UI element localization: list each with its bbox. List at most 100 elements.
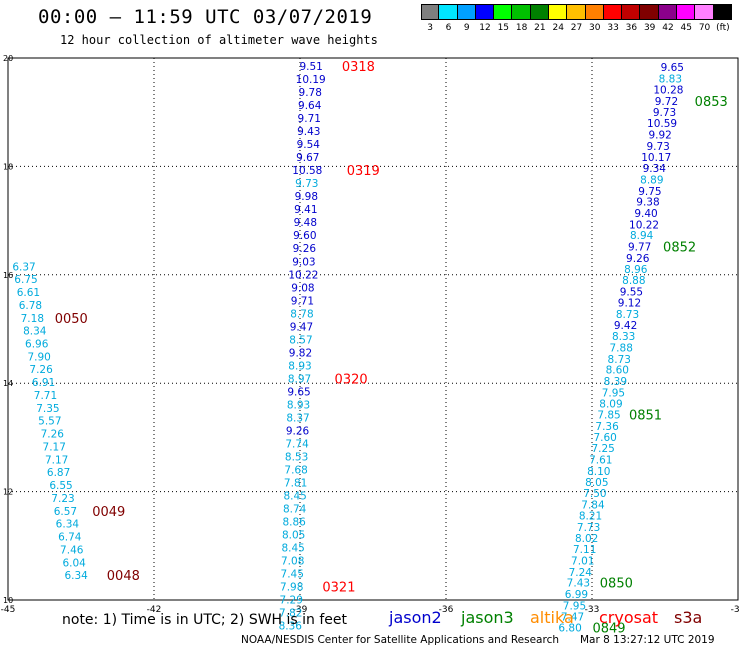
map-frame xyxy=(7,57,739,601)
colorbar-label: 27 xyxy=(570,23,583,33)
swh-value-label: 7.74 xyxy=(285,438,309,450)
swh-value-label: 6.04 xyxy=(62,558,86,570)
swh-value-label: 6.37 xyxy=(12,262,35,274)
swh-value-label: 6.96 xyxy=(25,339,49,351)
swh-value-label: 9.77 xyxy=(628,242,651,254)
swh-value-label: 7.95 xyxy=(602,387,625,399)
swh-value-label: 7.01 xyxy=(571,555,594,567)
colorbar-swatch xyxy=(421,4,440,20)
swh-value-label: 8.88 xyxy=(622,275,645,287)
colorbar-label: (ft) xyxy=(716,23,730,33)
colorbar-swatch xyxy=(622,4,641,20)
swh-value-label: 5.57 xyxy=(38,416,61,428)
swh-value-label: 7.68 xyxy=(284,464,307,476)
colorbar-swatch xyxy=(640,4,659,20)
swh-value-label: 9.64 xyxy=(298,100,322,112)
swh-value-label: 9.67 xyxy=(296,152,319,164)
colorbar-swatch xyxy=(603,4,623,20)
colorbar-label: 42 xyxy=(662,23,674,33)
swh-value-label: 6.34 xyxy=(56,519,80,531)
swh-value-label: 7.08 xyxy=(281,555,304,567)
footer-note: note: 1) Time is in UTC; 2) SWH is in fe… xyxy=(62,612,348,628)
lon-tick-label: -45 xyxy=(1,605,16,615)
pass-time-label: 0852 xyxy=(663,241,696,256)
swh-value-label: 8.02 xyxy=(575,533,598,545)
colorbar-swatch xyxy=(494,4,513,20)
swh-value-label: 10.59 xyxy=(647,118,677,130)
pass-time-label: 0319 xyxy=(347,164,380,179)
swh-value-label: 8.86 xyxy=(282,516,306,528)
swh-value-label: 8.94 xyxy=(630,230,654,242)
swh-value-label: 9.26 xyxy=(286,425,310,437)
pass-time-label: 0851 xyxy=(629,409,662,424)
colorbar-label: 30 xyxy=(589,23,601,33)
legend-jason2: jason2 xyxy=(389,608,442,627)
swh-value-label: 8.37 xyxy=(286,412,309,424)
swh-value-label: 7.71 xyxy=(34,390,57,402)
colorbar-swatch xyxy=(676,4,696,20)
colorbar-label: 45 xyxy=(680,23,692,33)
colorbar-label: 15 xyxy=(497,23,510,33)
swh-value-label: 9.47 xyxy=(290,321,313,333)
colorbar-label: 24 xyxy=(552,23,564,33)
swh-value-label: 7.90 xyxy=(27,352,50,364)
swh-value-label: 9.42 xyxy=(614,320,637,332)
swh-value-label: 8.60 xyxy=(606,365,629,377)
swh-value-label: 7.85 xyxy=(597,410,620,422)
swh-value-label: 10.22 xyxy=(629,219,659,231)
swh-value-label: 8.97 xyxy=(288,373,311,385)
colorbar-label: 9 xyxy=(463,23,470,33)
swh-value-label: 7.11 xyxy=(573,544,596,556)
colorbar-swatch xyxy=(512,4,531,20)
swh-value-label: 7.17 xyxy=(43,442,66,454)
swh-value-label: 7.24 xyxy=(569,567,593,579)
pass-time-label: 0050 xyxy=(55,312,88,327)
colorbar-swatch xyxy=(567,4,586,20)
generation-timestamp: Mar 8 13:27:12 UTC 2019 xyxy=(580,634,715,646)
swh-value-label: 6.80 xyxy=(558,623,581,635)
swh-value-label: 7.45 xyxy=(281,568,304,580)
swh-value-label: 7.81 xyxy=(284,477,307,489)
swh-value-label: 9.26 xyxy=(293,243,317,255)
pass-time-label: 0850 xyxy=(600,577,633,592)
pass-time-label: 0849 xyxy=(592,622,625,637)
swh-value-label: 9.73 xyxy=(653,107,676,119)
swh-value-label: 9.71 xyxy=(298,113,321,125)
swh-value-label: 9.54 xyxy=(297,139,321,151)
swh-value-label: 9.12 xyxy=(618,297,641,309)
wave-height-colorbar xyxy=(421,4,732,20)
swh-value-label: 8.21 xyxy=(579,510,602,522)
colorbar-label: 21 xyxy=(534,23,546,33)
lon-tick-label: -39 xyxy=(293,605,308,615)
swh-value-label: 6.78 xyxy=(19,300,42,312)
colorbar-label: 6 xyxy=(445,23,452,33)
colorbar-swatch xyxy=(530,4,549,20)
swh-value-label: 9.98 xyxy=(295,191,318,203)
swh-value-label: 9.73 xyxy=(295,178,318,190)
legend-jason3: jason3 xyxy=(461,608,514,627)
swh-value-label: 10.28 xyxy=(653,84,683,96)
colorbar-label: 39 xyxy=(643,23,656,33)
colorbar-swatch xyxy=(475,4,495,20)
swh-value-label: 8.96 xyxy=(624,264,648,276)
swh-value-label: 7.88 xyxy=(610,342,633,354)
swh-value-label: 7.98 xyxy=(280,581,303,593)
colorbar-swatch xyxy=(713,4,732,20)
colorbar-swatch xyxy=(658,4,677,20)
swh-value-label: 8.45 xyxy=(281,542,304,554)
swh-value-label: 9.38 xyxy=(636,197,659,209)
swh-value-label: 9.60 xyxy=(293,230,316,242)
swh-value-label: 10.17 xyxy=(641,152,671,164)
colorbar-label: 3 xyxy=(427,23,434,33)
swh-value-label: 8.45 xyxy=(283,490,306,502)
swh-value-label: 7.26 xyxy=(41,429,65,441)
colorbar-swatch xyxy=(585,4,604,20)
swh-value-label: 8.74 xyxy=(283,503,307,515)
swh-value-label: 8.73 xyxy=(608,354,631,366)
colorbar-label: 18 xyxy=(515,23,528,33)
swh-value-label: 8.78 xyxy=(290,308,313,320)
swh-value-label: 8.89 xyxy=(640,174,663,186)
swh-value-label: 8.36 xyxy=(279,620,303,632)
swh-value-label: 9.26 xyxy=(626,253,650,265)
